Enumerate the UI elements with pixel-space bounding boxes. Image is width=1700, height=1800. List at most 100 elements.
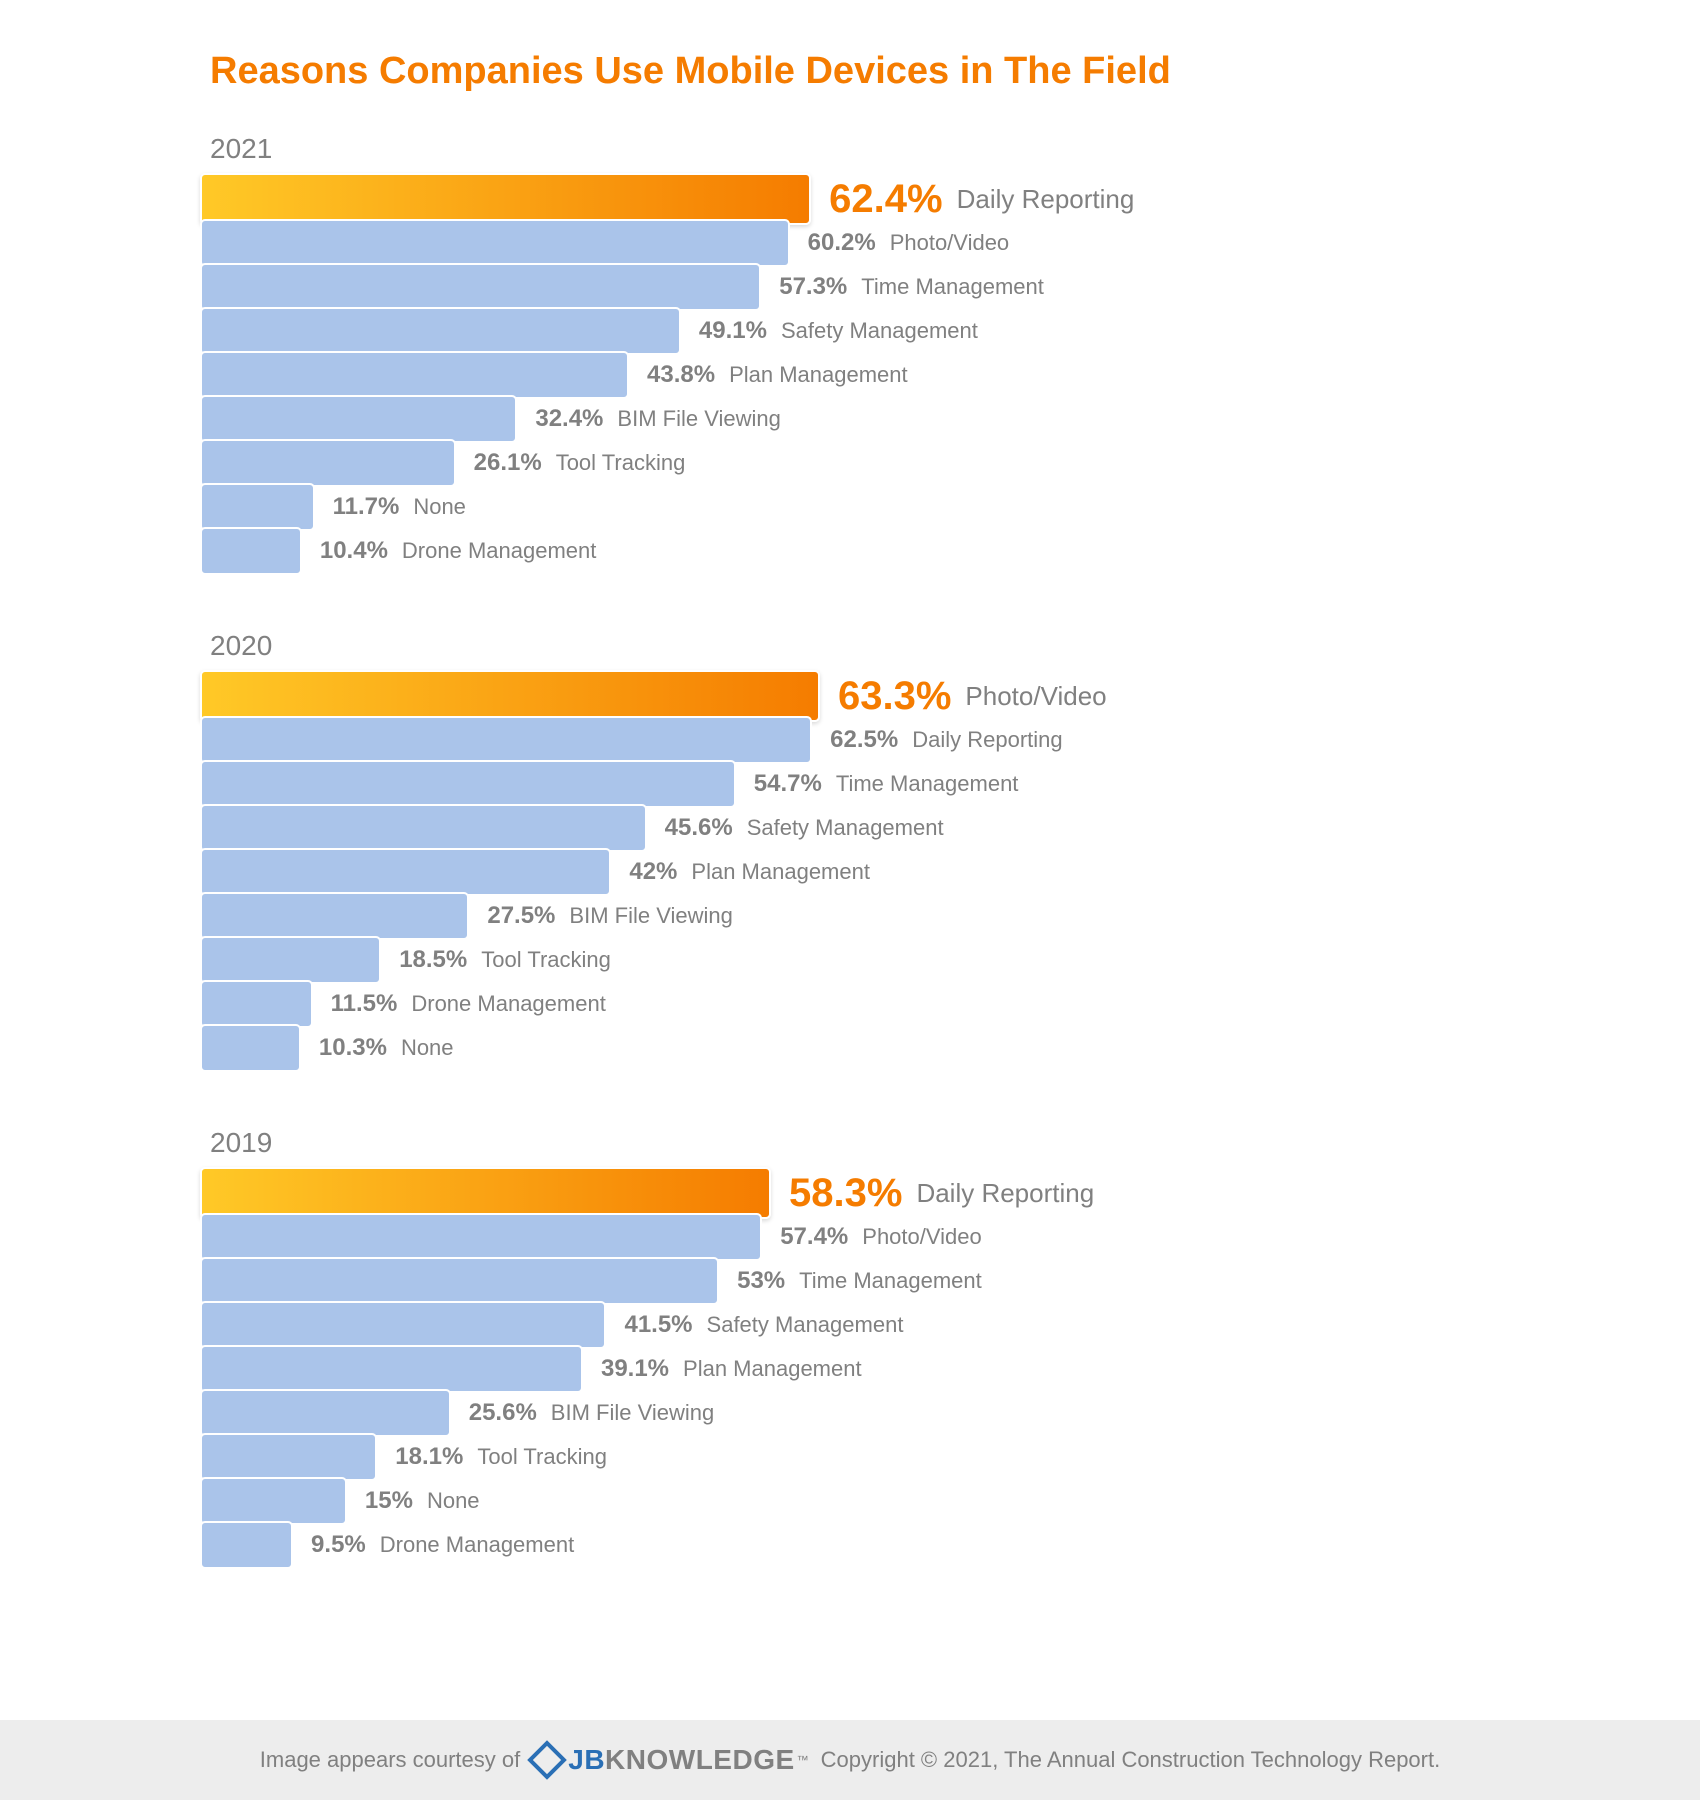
bar-label: Daily Reporting [916,1178,1094,1209]
year-label: 2019 [210,1127,1500,1159]
year-group: 2021 62.4% Daily Reporting 60.2%Photo/Video… [200,133,1500,575]
bars: 62.4% Daily Reporting 60.2%Photo/Video57.3… [200,175,1500,575]
bar [200,395,517,443]
bar-percent: 58.3% [789,1171,902,1216]
bar [200,936,381,984]
bar [200,1345,583,1393]
bar [200,307,681,355]
bar [200,1213,762,1261]
bar-label: Photo/Video [965,681,1106,712]
bar-percent: 25.6% [469,1399,537,1427]
bar-label: Drone Management [411,991,605,1017]
bars: 58.3% Daily Reporting 57.4% Photo/Video 53% T… [200,1169,1500,1569]
bar-row: 54.7% Time Management [200,760,1500,808]
bar [200,173,811,225]
bar-percent: 18.1% [395,1443,463,1471]
bar-row: 45.6%Safety Management [200,804,1500,852]
year-label: 2020 [210,630,1500,662]
year-group: 2019 58.3% Daily Reporting 57.4% Photo/Video… [200,1127,1500,1569]
bar-label: Plan Management [691,859,870,885]
bar-label: Drone Management [402,538,596,564]
bar-label: Safety Management [781,318,978,344]
bar-row: 18.5%Tool Tracking [200,936,1500,984]
bar-row: 57.4% Photo/Video [200,1213,1500,1261]
bar [200,848,611,896]
bar [200,1301,606,1349]
bar [200,760,736,808]
bar-row: 10.4%Drone Management [200,527,1500,575]
bar-row: 42% Plan Management [200,848,1500,896]
bar-label: Photo/Video [862,1224,981,1250]
bar [200,483,315,531]
bar-row: 63.3% Photo/Video [200,672,1500,720]
bar-row: 60.2%Photo/Video [200,219,1500,267]
bar-percent: 43.8% [647,361,715,389]
footer-brand: JBKNOWLEDGE™ [532,1744,808,1776]
bar-row: 53% Time Management [200,1257,1500,1305]
bar-row: 11.5%Drone Management [200,980,1500,1028]
footer-brand-bold: JB [568,1744,605,1776]
bar-percent: 57.4% [780,1223,848,1251]
bar [200,670,820,722]
bar-label: None [401,1035,454,1061]
bar [200,1477,347,1525]
bar-percent: 39.1% [601,1355,669,1383]
bar-row: 18.1%Tool Tracking [200,1433,1500,1481]
bar-label: BIM File Viewing [551,1400,714,1426]
bar-percent: 18.5% [399,946,467,974]
bar [200,1389,451,1437]
bar-percent: 27.5% [487,902,555,930]
bar [200,716,812,764]
bar [200,980,313,1028]
bar-percent: 53% [737,1267,785,1295]
bar-percent: 9.5% [311,1531,366,1559]
bar-percent: 60.2% [808,229,876,257]
year-label: 2021 [210,133,1500,165]
chart-title: Reasons Companies Use Mobile Devices in … [210,50,1500,93]
bar-label: BIM File Viewing [569,903,732,929]
bar-row: 15% None [200,1477,1500,1525]
bar-percent: 42% [629,858,677,886]
bar-percent: 49.1% [699,317,767,345]
bar-row: 11.7% None [200,483,1500,531]
bar [200,804,647,852]
brand-logo-icon [532,1745,562,1775]
bar-percent: 11.7% [333,493,400,521]
bar-label: Safety Management [747,815,944,841]
trademark-icon: ™ [797,1753,809,1767]
bar-percent: 63.3% [838,674,951,719]
bar-label: None [427,1488,480,1514]
bar-percent: 62.4% [829,177,942,222]
bar-percent: 41.5% [624,1311,692,1339]
bar-label: None [413,494,466,520]
bar-row: 10.3%None [200,1024,1500,1072]
bar-row: 9.5%Drone Management [200,1521,1500,1569]
chart-body: 202162.4%Daily Reporting60.2%Photo/Video… [200,133,1500,1569]
bar-row: 58.3% Daily Reporting [200,1169,1500,1217]
bar-row: 27.5% BIM File Viewing [200,892,1500,940]
bar [200,1257,719,1305]
footer-suffix: Copyright © 2021, The Annual Constructio… [821,1747,1441,1773]
bar-row: 41.5% Safety Management [200,1301,1500,1349]
bar-percent: 15% [365,1487,413,1515]
bar-label: Time Management [836,771,1019,797]
bars: 63.3%Photo/Video62.5%Daily Reporting54.7… [200,672,1500,1072]
bar-row: 25.6% BIM File Viewing [200,1389,1500,1437]
bar [200,1167,771,1219]
bar [200,527,302,575]
bar-label: Time Management [861,274,1044,300]
bar-label: Safety Management [707,1312,904,1338]
bar-row: 62.5%Daily Reporting [200,716,1500,764]
bar-label: Time Management [799,1268,982,1294]
footer-brand-rest: KNOWLEDGE [605,1744,795,1776]
bar-percent: 54.7% [754,770,822,798]
bar-label: Tool Tracking [556,450,686,476]
bar [200,263,761,311]
bar-row: 57.3%Time Management [200,263,1500,311]
year-group: 2020 63.3% Photo/Video 62.5%Daily Reporting… [200,630,1500,1072]
bar [200,1433,377,1481]
bar-percent: 32.4% [535,405,603,433]
bar [200,439,456,487]
bar-row: 43.8%Plan Management [200,351,1500,399]
bar-label: Daily Reporting [957,184,1135,215]
